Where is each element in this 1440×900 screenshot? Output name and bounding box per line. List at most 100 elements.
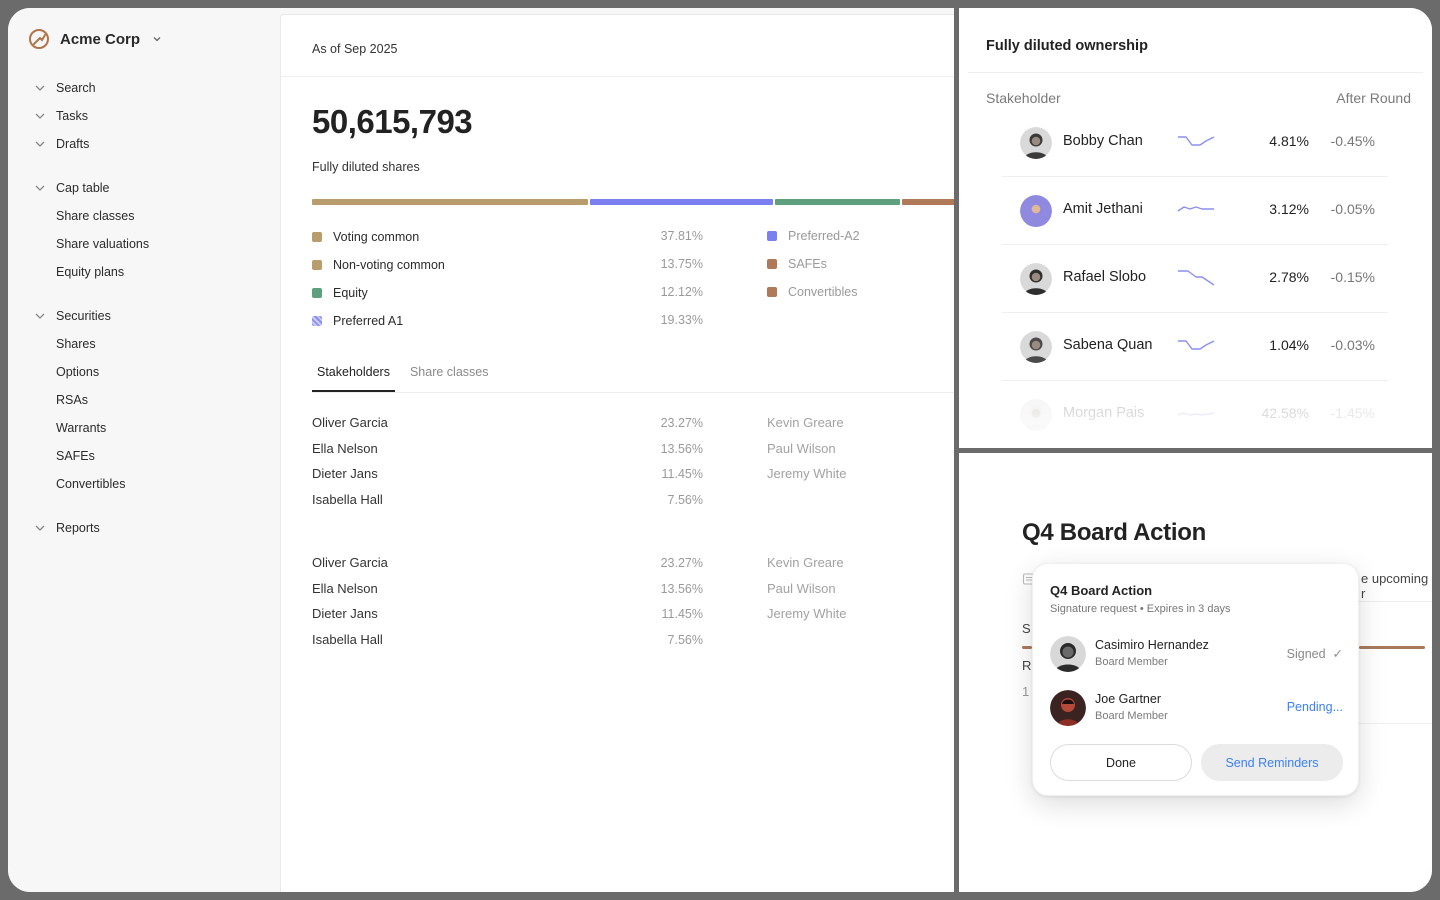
ownership-row[interactable]: Bobby Chan 4.81% -0.45%: [1002, 109, 1388, 177]
stakeholder-name[interactable]: Ella Nelson: [312, 440, 378, 456]
board-title: Q4 Board Action: [1022, 519, 1206, 546]
stakeholder-name[interactable]: Jeremy White: [767, 606, 847, 621]
sidebar-item-label: Securities: [56, 309, 111, 323]
divider: [281, 76, 960, 77]
org-switcher[interactable]: Acme Corp: [28, 28, 162, 50]
stakeholder-percent: 11.45%: [661, 467, 703, 481]
sparkline: [1177, 206, 1214, 212]
legend-swatch: [312, 232, 322, 242]
sidebar-item-tasks[interactable]: Tasks: [8, 102, 280, 130]
sidebar-item-rsas[interactable]: RSAs: [56, 393, 88, 407]
stakeholder-name[interactable]: Isabella Hall: [312, 631, 383, 647]
legend-item: Preferred-A2: [767, 226, 860, 246]
legend-swatch: [312, 260, 322, 270]
distribution-bar: [312, 199, 960, 205]
ownership-percent: 2.78%: [1269, 269, 1309, 285]
sidebar-item-shares[interactable]: Shares: [56, 337, 96, 351]
legend-item: Voting common: [312, 227, 419, 247]
sidebar-item-securities[interactable]: Securities: [8, 302, 280, 330]
legend-swatch: [767, 231, 777, 241]
avatar: [1020, 263, 1052, 295]
tab-bar: Stakeholders Share classes: [312, 357, 503, 392]
tab-stakeholders[interactable]: Stakeholders: [312, 357, 395, 392]
sidebar-item-equity-plans[interactable]: Equity plans: [56, 265, 125, 279]
signer-status: Signed ✓: [1286, 647, 1343, 661]
check-icon: ✓: [1332, 647, 1343, 661]
stakeholder-name[interactable]: Paul Wilson: [767, 440, 836, 456]
legend-value: 37.81%: [660, 229, 703, 243]
document-icon: [1022, 573, 1036, 585]
stakeholder-name[interactable]: Dieter Jans: [312, 466, 378, 481]
stakeholder-percent: 11.45%: [661, 607, 703, 621]
sidebar-item-convertibles[interactable]: Convertibles: [56, 477, 126, 491]
bar-segment: [902, 199, 960, 205]
done-button[interactable]: Done: [1050, 744, 1192, 781]
sidebar-nav: Search Tasks Drafts Cap table Share clas…: [8, 74, 280, 558]
stakeholder-percent: 23.27%: [660, 556, 703, 570]
avatar: [1020, 331, 1052, 363]
org-name: Acme Corp: [60, 30, 141, 48]
stakeholder-name[interactable]: Dieter Jans: [312, 606, 378, 621]
legend-label: Non-voting common: [333, 258, 445, 272]
legend-value: 12.12%: [660, 285, 703, 299]
card-title: Q4 Board Action: [1050, 583, 1153, 598]
brand-logo-icon: [29, 29, 49, 49]
sidebar-item-reports[interactable]: Reports: [8, 514, 280, 542]
stakeholder-name[interactable]: Ella Nelson: [312, 580, 378, 596]
ownership-change: -0.03%: [1330, 337, 1375, 353]
legend-swatch: [312, 316, 322, 326]
app-window: Acme Corp Search Tasks Drafts: [8, 8, 1432, 892]
stakeholder-name[interactable]: Kevin Greare: [767, 555, 844, 570]
ownership-row[interactable]: Morgan Pais 42.58% -1.45%: [1002, 381, 1388, 449]
send-reminders-button[interactable]: Send Reminders: [1201, 744, 1343, 781]
signer-name: Casimiro Hernandez: [1095, 638, 1209, 652]
ownership-percent: 3.12%: [1269, 201, 1309, 217]
legend-item: Non-voting common: [312, 255, 445, 275]
sparkline: [1177, 412, 1215, 416]
sidebar-item-safes[interactable]: SAFEs: [56, 449, 95, 463]
progress-fragment: [1359, 646, 1425, 649]
ownership-percent: 42.58%: [1261, 405, 1309, 421]
signer-role: Board Member: [1095, 656, 1168, 668]
stakeholder-name[interactable]: Oliver Garcia: [312, 415, 388, 430]
chevron-down-icon: [35, 113, 45, 119]
ownership-row[interactable]: Rafael Slobo 2.78% -0.15%: [1002, 245, 1388, 313]
sidebar-item-share-classes[interactable]: Share classes: [56, 209, 135, 223]
sidebar-item-cap-table[interactable]: Cap table: [8, 174, 280, 202]
legend-swatch: [767, 259, 777, 269]
avatar: [1020, 399, 1052, 431]
stakeholder-name[interactable]: Oliver Garcia: [312, 555, 388, 570]
sidebar-item-drafts[interactable]: Drafts: [8, 130, 280, 158]
bar-segment: [775, 199, 900, 205]
column-header-after-round: After Round: [1336, 90, 1411, 106]
sparkline: [1178, 136, 1215, 146]
stakeholder-name[interactable]: Paul Wilson: [767, 580, 836, 596]
sidebar-item-options[interactable]: Options: [56, 365, 100, 379]
stakeholder-percent: 7.56%: [667, 492, 703, 507]
avatar: [1050, 690, 1086, 726]
signer-row: Casimiro Hernandez Board Member Signed ✓: [1050, 634, 1343, 674]
chevron-down-icon: [35, 525, 45, 531]
divider: [1359, 601, 1432, 602]
stakeholder-percent: 7.56%: [667, 632, 703, 647]
column-header-stakeholder: Stakeholder: [986, 90, 1061, 106]
stakeholder-name: Sabena Quan: [1063, 337, 1153, 353]
card-subtitle: Signature request • Expires in 3 days: [1050, 603, 1231, 615]
stakeholder-name[interactable]: Jeremy White: [767, 466, 847, 481]
stakeholder-name[interactable]: Isabella Hall: [312, 491, 383, 507]
tab-share-classes[interactable]: Share classes: [409, 365, 489, 379]
avatar: [1020, 127, 1052, 159]
sidebar-item-search[interactable]: Search: [8, 74, 280, 102]
progress-fragment: [1022, 646, 1032, 649]
sidebar-item-warrants[interactable]: Warrants: [56, 421, 107, 435]
signer-status-pending[interactable]: Pending...: [1286, 700, 1343, 714]
stakeholder-name: Bobby Chan: [1063, 133, 1143, 149]
bar-segment: [590, 199, 773, 205]
stakeholder-percent: 23.27%: [660, 416, 703, 430]
ownership-row[interactable]: Sabena Quan 1.04% -0.03%: [1002, 313, 1388, 381]
ownership-row[interactable]: Amit Jethani 3.12% -0.05%: [1002, 177, 1388, 245]
sidebar-item-label: Tasks: [56, 109, 88, 123]
sidebar-item-share-valuations[interactable]: Share valuations: [56, 237, 150, 251]
stakeholder-name[interactable]: Kevin Greare: [767, 415, 844, 430]
sidebar-item-label: Drafts: [56, 137, 90, 151]
